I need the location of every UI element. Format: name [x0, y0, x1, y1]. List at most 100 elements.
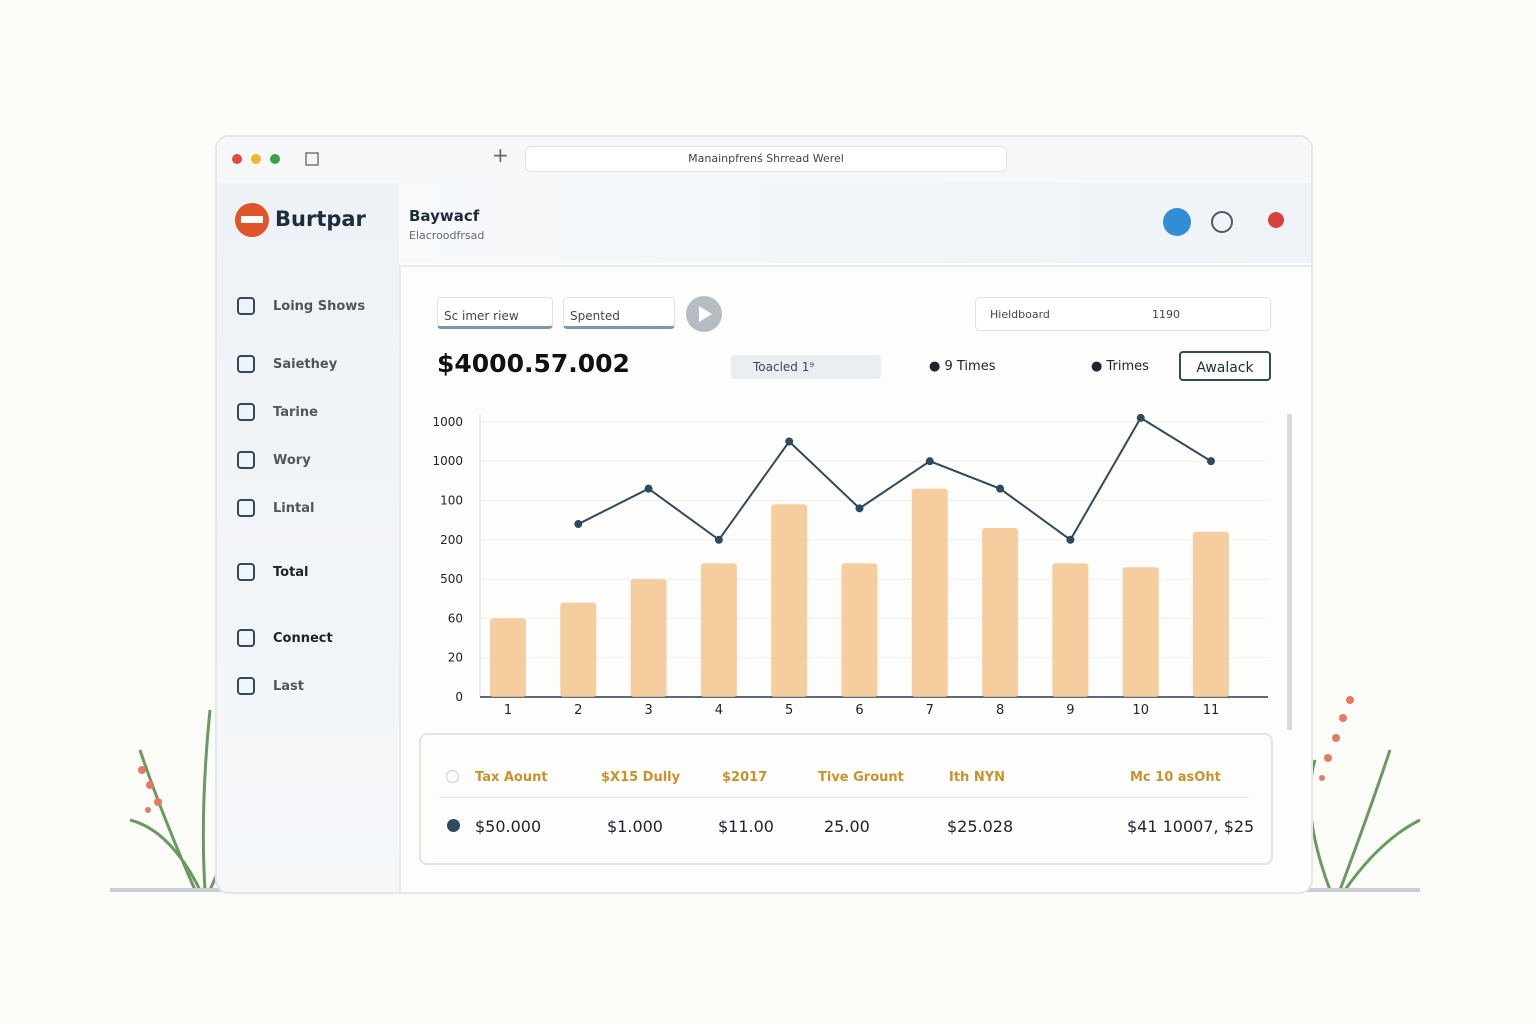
- nav-icon: [237, 403, 255, 421]
- title-bar: + Manainpfrenś Shrread Werel: [217, 137, 1311, 184]
- x-tick-label: 3: [644, 703, 652, 718]
- bar: [911, 488, 948, 697]
- table: [419, 733, 1273, 865]
- line: [577, 416, 1212, 542]
- table-header: $2017: [722, 770, 768, 785]
- x-tick-label: 8: [996, 703, 1004, 718]
- line-point: [925, 457, 934, 466]
- sidebar: Burtpar Loing Shows Saiethey Tarine Wory Lin…: [217, 183, 399, 892]
- address-bar[interactable]: Manainpfrenś Shrread Werel: [525, 146, 1007, 172]
- table-header: Mc 10 asOht: [1130, 770, 1221, 785]
- window-controls[interactable]: [229, 149, 339, 171]
- bar: [560, 602, 597, 697]
- scrollbar: [1287, 414, 1292, 730]
- bar: [630, 579, 667, 697]
- chip[interactable]: Toacled 1⁹: [731, 355, 881, 379]
- line-point: [996, 484, 1005, 493]
- header-icons[interactable]: [1159, 207, 1289, 237]
- search-box[interactable]: Hieldboard 1190: [975, 297, 1271, 331]
- x-tick-label: 7: [926, 703, 934, 718]
- legend-a: ● 9 Times: [929, 359, 996, 374]
- legend-a-text: 9 Times: [944, 359, 996, 374]
- input[interactable]: Spented: [563, 297, 675, 329]
- table-cell: $11.00: [718, 817, 774, 836]
- x-tick-label: 11: [1203, 703, 1220, 718]
- legend-b-text: Trimes: [1106, 359, 1149, 374]
- play-button[interactable]: [685, 295, 723, 333]
- button[interactable]: Awalack: [1179, 351, 1271, 381]
- y-tick-label: 1000: [432, 415, 463, 429]
- nav-icon: [237, 355, 255, 373]
- line-point: [714, 535, 723, 544]
- nav-icon: [237, 499, 255, 517]
- x-tick-label: 6: [855, 703, 863, 718]
- line-point: [574, 520, 583, 529]
- y-tick-label: 1000: [432, 454, 463, 468]
- bar: [1122, 567, 1159, 697]
- x-tick-label: 10: [1132, 703, 1149, 718]
- nav-item[interactable]: Connect: [273, 631, 333, 646]
- header-subtitle: Elacroodfrsad: [409, 229, 485, 242]
- y-tick-label: 20: [448, 651, 463, 665]
- table-divider: [439, 797, 1249, 798]
- chart: 0 20 60 500 200 100 1000 1000 1 2 3 4 5 6 7 8 9 10 11: [432, 413, 1292, 730]
- search-value: 1190: [1152, 308, 1180, 321]
- amount: $4000.57.002: [437, 349, 630, 378]
- nav-item[interactable]: Total: [273, 565, 309, 580]
- bar: [1193, 531, 1229, 697]
- x-tick-label: 9: [1066, 703, 1074, 718]
- table-cell: 25.00: [824, 817, 870, 836]
- nav-icon: [237, 629, 255, 647]
- nav-icon: [237, 677, 255, 695]
- line-point: [855, 504, 864, 513]
- line-point: [1136, 413, 1145, 422]
- input[interactable]: Sc imer riew: [437, 297, 553, 329]
- line-point: [785, 437, 794, 446]
- bar: [700, 563, 737, 697]
- header-title: Baywacf: [409, 207, 480, 225]
- table-cell: $50.000: [475, 817, 542, 836]
- table-cell: $25.028: [947, 817, 1014, 836]
- nav-item[interactable]: Loing Shows: [273, 299, 366, 314]
- y-tick-label: 200: [440, 533, 463, 547]
- bar: [982, 527, 1019, 697]
- nav-item[interactable]: Tarine: [273, 405, 318, 420]
- table-header: Ith NYN: [949, 770, 1006, 785]
- header: Baywacf Elacroodfrsad: [399, 183, 1311, 263]
- bar: [771, 504, 808, 697]
- nav-item[interactable]: Lintal: [273, 501, 315, 516]
- nav-item[interactable]: Saiethey: [273, 357, 338, 372]
- y-tick-label: 0: [455, 690, 463, 704]
- x-tick-label: 4: [715, 703, 723, 718]
- nav-item[interactable]: Last: [273, 679, 305, 694]
- browser-window: + Manainpfrenś Shrread Werel Burtpar Loi…: [215, 135, 1313, 894]
- search-text: Hieldboard: [990, 308, 1050, 321]
- nav-item[interactable]: Wory: [273, 453, 311, 468]
- legend-b: ● Trimes: [1091, 359, 1149, 374]
- new-tab[interactable]: +: [492, 143, 509, 167]
- line-point: [1207, 457, 1215, 466]
- brand: Burtpar: [275, 207, 366, 231]
- radio: [446, 770, 459, 783]
- y-tick-label: 500: [440, 572, 463, 586]
- line-point: [1066, 535, 1075, 544]
- y-tick-label: 100: [440, 493, 463, 507]
- table-header: Tive Grount: [818, 770, 904, 785]
- table-header: $X15 Dully: [601, 770, 681, 785]
- x-tick-label: 5: [785, 703, 793, 718]
- table-cell: $41 10007, $25: [1127, 817, 1255, 836]
- line-point: [644, 484, 653, 493]
- y-tick-label: 60: [448, 611, 463, 625]
- row-dot: [447, 819, 460, 832]
- table-header: Tax Aount: [475, 770, 548, 785]
- bar: [841, 563, 878, 697]
- nav-icon: [237, 297, 255, 315]
- nav-icon: [237, 563, 255, 581]
- nav-icon: [237, 451, 255, 469]
- x-tick-label: 1: [504, 703, 512, 718]
- table-cell: $1.000: [607, 817, 663, 836]
- x-tick-label: 2: [574, 703, 582, 718]
- logo: [235, 203, 269, 237]
- bar: [1052, 563, 1089, 697]
